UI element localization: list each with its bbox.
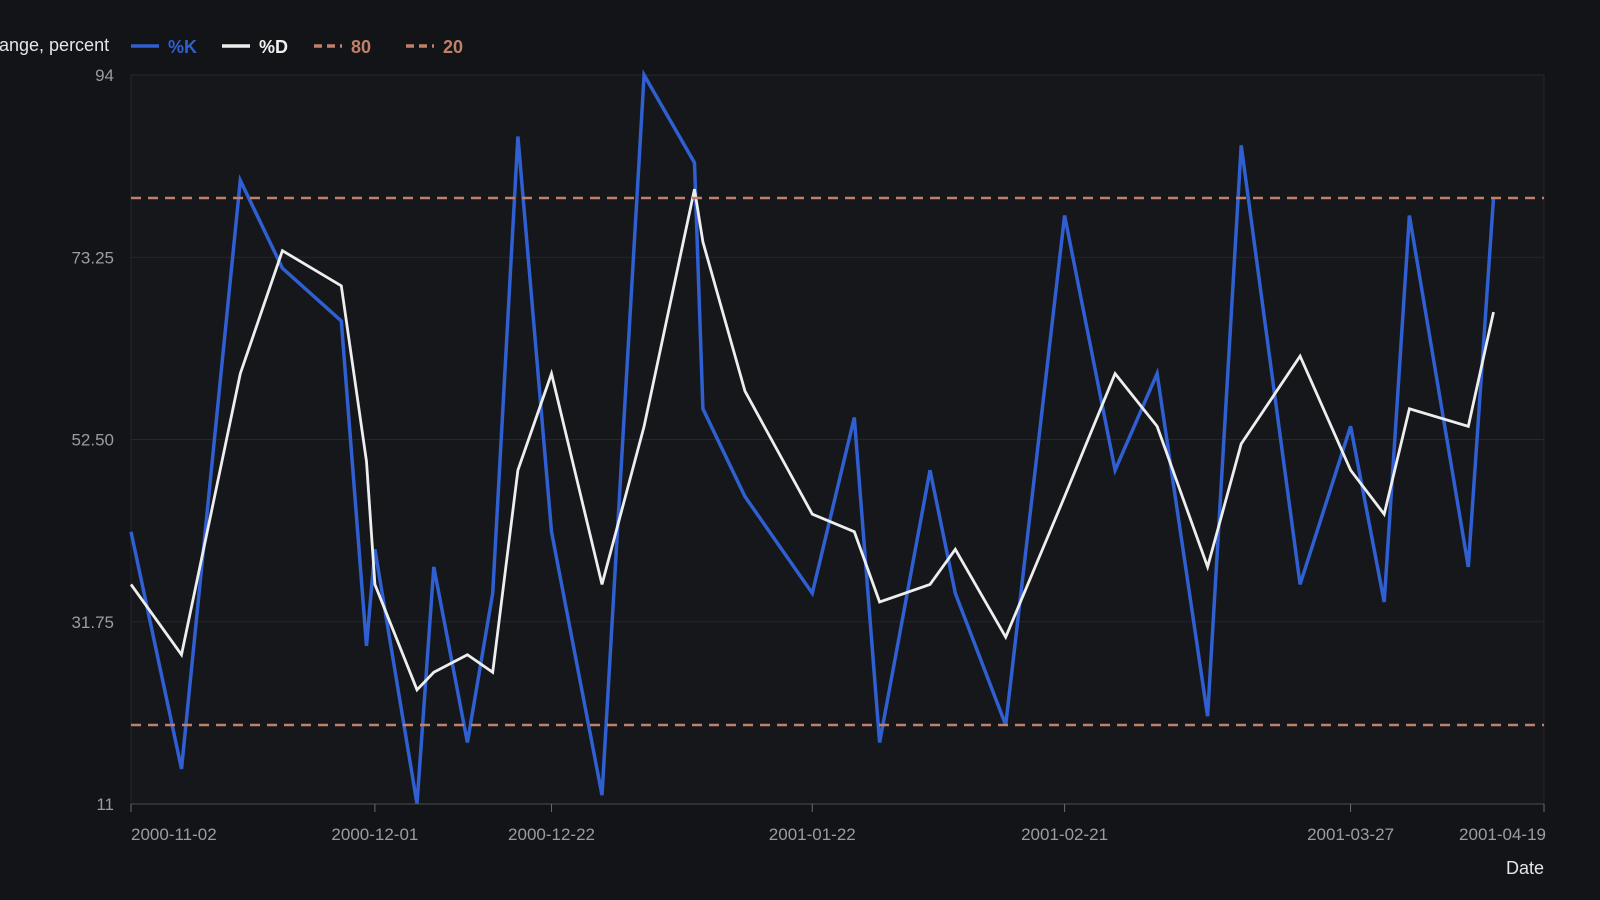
- x-tick-label: 2001-02-21: [1021, 825, 1108, 844]
- x-tick-label: 2001-04-19: [1459, 825, 1546, 844]
- y-tick-label: 11: [96, 795, 114, 814]
- x-tick-label: 2000-11-02: [131, 825, 217, 844]
- legend: %K %D 80 20: [131, 37, 463, 57]
- points-layer: [130, 74, 1494, 805]
- legend-item: %K: [131, 37, 197, 57]
- x-tick-label: 2001-01-22: [769, 825, 856, 844]
- x-tick-label: 2000-12-22: [508, 825, 595, 844]
- legend-label: 80: [351, 37, 371, 57]
- y-axis: 94 73.25 52.50 31.75 11: [71, 66, 114, 814]
- legend-label: %D: [259, 37, 288, 57]
- legend-item: 80: [314, 37, 371, 57]
- y-axis-title: Range, percent: [0, 35, 109, 55]
- x-axis: 2000-11-02 2000-12-01 2000-12-22 2001-01-22…: [130, 803, 1546, 844]
- legend-item: %D: [222, 37, 288, 57]
- y-tick-label: 52.50: [71, 431, 114, 450]
- legend-label: 20: [443, 37, 463, 57]
- x-axis-title: Date: [1506, 858, 1544, 878]
- legend-item: 20: [406, 37, 463, 57]
- x-tick-label: 2000-12-01: [331, 825, 418, 844]
- y-tick-label: 73.25: [71, 248, 114, 267]
- y-tick-label: 31.75: [71, 613, 114, 632]
- x-tick-label: 2001-03-27: [1307, 825, 1394, 844]
- y-tick-label: 94: [95, 66, 114, 85]
- legend-label: %K: [168, 37, 197, 57]
